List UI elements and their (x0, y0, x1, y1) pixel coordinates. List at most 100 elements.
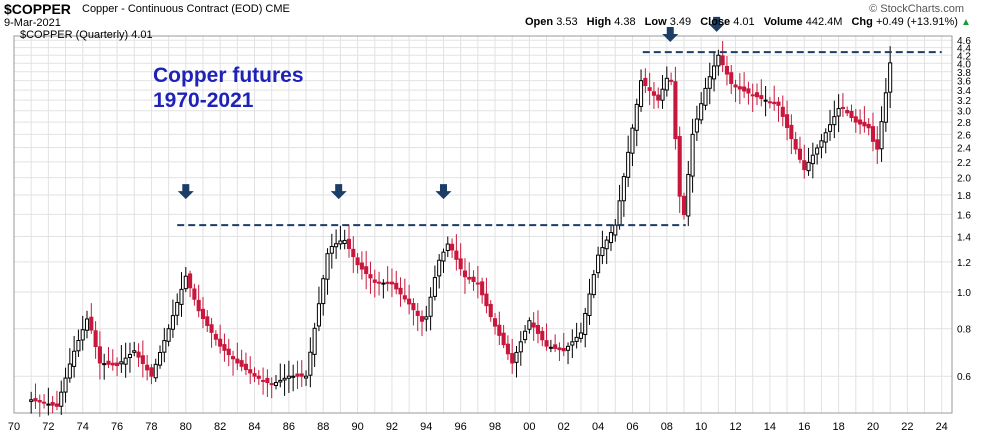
candle-body (93, 330, 98, 348)
candle-body (694, 118, 699, 133)
down-arrow-icon (330, 184, 347, 200)
candle-body (415, 310, 420, 316)
down-arrow-icon (435, 184, 452, 200)
candle-body (716, 54, 721, 67)
candle-body (377, 281, 382, 284)
candle-body (59, 391, 64, 407)
candle-body (565, 345, 571, 351)
x-tick-label: 16 (798, 421, 810, 433)
candle-body (76, 339, 81, 352)
x-tick-label: 14 (764, 421, 776, 433)
candle-body (102, 363, 107, 366)
candle-body (50, 402, 55, 406)
candle-body (342, 239, 347, 244)
x-tick-label: 18 (832, 421, 844, 433)
candle-body (115, 362, 120, 367)
candle-body (639, 80, 644, 107)
candle-body (553, 344, 558, 349)
candle-body (248, 369, 253, 374)
candle-body (398, 287, 403, 295)
candle-body (840, 106, 845, 109)
candle-body (432, 277, 437, 297)
x-tick-label: 06 (626, 421, 638, 433)
candle-body (196, 299, 201, 312)
candle-body (733, 84, 738, 88)
volume-value: 442.4M (805, 16, 843, 28)
candle-body (570, 341, 575, 346)
candle-body (853, 116, 858, 123)
candle-body (230, 356, 236, 360)
candle-body (334, 243, 339, 248)
credit-label: © StockCharts.com (869, 3, 964, 15)
y-tick-label: 1.0 (957, 288, 971, 299)
y-tick-label: 0.6 (957, 372, 971, 383)
candle-body (132, 350, 137, 353)
annotation: Copper futures 1970-2021 (153, 63, 304, 113)
candle-body (664, 77, 669, 91)
candle-body (209, 324, 214, 333)
candle-body (119, 361, 124, 365)
y-tick-label: 2.4 (957, 144, 971, 155)
candle-body (699, 103, 704, 121)
candle-body (690, 133, 695, 177)
candle-body (458, 258, 463, 270)
candle-body (359, 262, 364, 270)
candle-body (428, 296, 433, 317)
low-value: 3.49 (669, 16, 692, 28)
candle-body (724, 65, 729, 75)
candle-body (548, 346, 553, 349)
down-arrow-icon (177, 184, 194, 200)
candle-body (153, 363, 158, 379)
candle-body (514, 351, 519, 363)
candle-body (351, 248, 356, 258)
down-arrow-icon (662, 27, 679, 42)
candle-body (445, 243, 450, 251)
candle-body (437, 259, 442, 277)
candle-body (669, 79, 674, 82)
candle-body (587, 293, 592, 317)
candle-body (183, 275, 188, 290)
candle-body (136, 351, 141, 358)
candle-body (84, 318, 90, 331)
candle-body (282, 377, 287, 381)
x-tick-label: 70 (8, 421, 20, 433)
candle-body (175, 301, 180, 316)
candle-body (467, 276, 472, 280)
candle-body (54, 403, 59, 407)
candle-body (162, 340, 167, 353)
candle-body (604, 239, 609, 250)
x-tick-label: 92 (386, 421, 398, 433)
candle-body (518, 341, 523, 353)
candle-body (772, 101, 777, 105)
candle-body (394, 282, 399, 290)
y-tick-label: 4.2 (957, 51, 971, 62)
plot-frame (13, 35, 953, 414)
candle-body (157, 351, 163, 366)
candle-body (450, 243, 455, 251)
y-tick-label: 1.8 (957, 191, 971, 202)
candle-body (862, 121, 867, 127)
x-tick-label: 74 (77, 421, 89, 433)
candle-body (97, 346, 102, 364)
candle-body (858, 119, 863, 125)
candle-body (89, 316, 94, 331)
candle-body (767, 101, 772, 104)
annotation-line-1: Copper futures (153, 64, 304, 87)
candle-body (742, 86, 747, 92)
symbol-title: $COPPER (4, 1, 71, 17)
candle-body (239, 360, 244, 367)
candle-body (243, 363, 248, 371)
chart-subtitle: Copper - Continuous Contract (EOD) CME (82, 3, 290, 15)
candle-body (67, 363, 72, 379)
candle-body (33, 398, 38, 402)
y-tick-label: 4.6 (957, 36, 971, 47)
candle-body (578, 332, 583, 339)
candle-body (462, 270, 468, 278)
candle-body (647, 87, 652, 91)
candle-body (295, 373, 300, 377)
candle-body (205, 316, 210, 326)
x-tick-label: 88 (317, 421, 329, 433)
candle-body (385, 281, 390, 285)
candle-body (823, 132, 828, 143)
